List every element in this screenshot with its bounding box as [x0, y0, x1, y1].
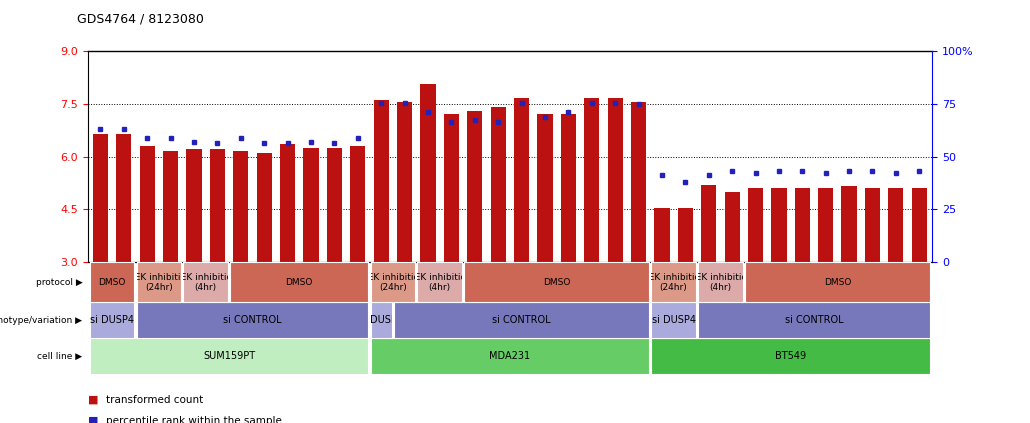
Bar [912, 188, 927, 262]
Bar [724, 192, 740, 262]
Bar [397, 102, 412, 262]
Bar [468, 111, 482, 262]
Bar [678, 208, 693, 262]
Bar [186, 149, 202, 262]
Bar [444, 114, 459, 262]
Bar [771, 188, 787, 262]
Text: GDS4764 / 8123080: GDS4764 / 8123080 [77, 13, 204, 26]
Bar [420, 84, 436, 262]
Bar [374, 100, 388, 262]
Bar [748, 188, 763, 262]
Text: transformed count: transformed count [106, 395, 203, 405]
Text: si CONTROL: si CONTROL [785, 316, 844, 325]
Text: DMSO: DMSO [543, 278, 571, 287]
Bar [140, 146, 154, 262]
Text: MEK inhibition
(24hr): MEK inhibition (24hr) [642, 273, 706, 292]
Bar [538, 114, 552, 262]
Bar [163, 151, 178, 262]
Text: MEK inhibition
(24hr): MEK inhibition (24hr) [360, 273, 425, 292]
Text: percentile rank within the sample: percentile rank within the sample [106, 416, 282, 423]
Bar [116, 134, 132, 262]
Bar [654, 208, 670, 262]
Bar [584, 99, 599, 262]
Text: MEK inhibition
(4hr): MEK inhibition (4hr) [407, 273, 472, 292]
Bar [842, 187, 857, 262]
Text: si DUSP4: si DUSP4 [652, 316, 695, 325]
Bar [701, 185, 716, 262]
Text: si DUSP4: si DUSP4 [359, 316, 403, 325]
Bar [350, 146, 366, 262]
Bar [560, 114, 576, 262]
Bar [256, 153, 272, 262]
Bar [210, 149, 225, 262]
Text: genotype/variation ▶: genotype/variation ▶ [0, 316, 82, 325]
Bar [280, 144, 296, 262]
Text: si CONTROL: si CONTROL [224, 316, 282, 325]
Bar [888, 188, 903, 262]
Text: ■: ■ [88, 395, 102, 405]
Bar [818, 188, 833, 262]
Bar [795, 188, 810, 262]
Text: DMSO: DMSO [824, 278, 851, 287]
Text: protocol ▶: protocol ▶ [36, 278, 82, 287]
Text: DMSO: DMSO [99, 278, 126, 287]
Text: MEK inhibition
(24hr): MEK inhibition (24hr) [127, 273, 192, 292]
Bar [233, 151, 248, 262]
Text: MEK inhibition
(4hr): MEK inhibition (4hr) [173, 273, 238, 292]
Text: ■: ■ [88, 416, 102, 423]
Bar [608, 99, 623, 262]
Text: si DUSP4: si DUSP4 [90, 316, 134, 325]
Text: cell line ▶: cell line ▶ [37, 352, 82, 361]
Bar [514, 99, 529, 262]
Text: MEK inhibition
(4hr): MEK inhibition (4hr) [688, 273, 753, 292]
Text: MDA231: MDA231 [489, 352, 530, 361]
Bar [93, 134, 108, 262]
Bar [327, 148, 342, 262]
Text: BT549: BT549 [775, 352, 806, 361]
Text: DMSO: DMSO [285, 278, 313, 287]
Bar [304, 148, 318, 262]
Text: SUM159PT: SUM159PT [203, 352, 255, 361]
Bar [490, 107, 506, 262]
Text: si CONTROL: si CONTROL [492, 316, 551, 325]
Bar [631, 102, 646, 262]
Bar [865, 188, 880, 262]
